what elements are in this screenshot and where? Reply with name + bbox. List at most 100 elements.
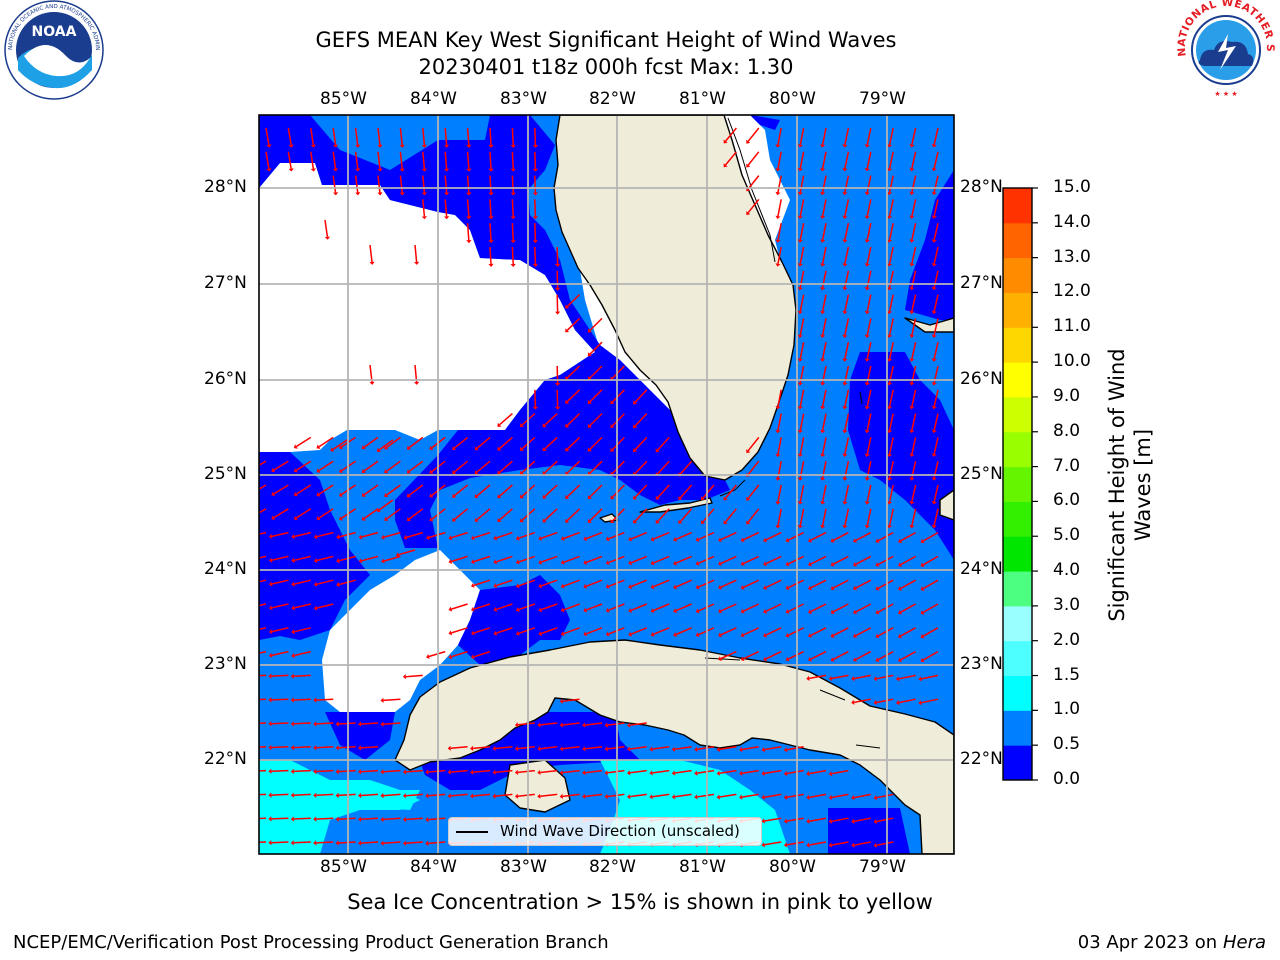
chart-subtitle: 20230401 t18z 000h fcst Max: 1.30	[418, 55, 794, 79]
wave-direction-arrowhead	[896, 700, 900, 706]
wave-direction-arrow	[444, 199, 448, 217]
wave-direction-arrow	[589, 436, 603, 450]
wave-direction-arrow	[799, 318, 805, 336]
wave-direction-arrowhead	[452, 446, 456, 451]
wave-direction-arrowhead	[316, 492, 321, 497]
wave-direction-arrowhead	[851, 676, 855, 682]
wave-direction-arrowhead	[355, 144, 361, 148]
wave-direction-arrowhead	[716, 794, 720, 800]
wave-direction-arrowhead	[808, 633, 812, 638]
wave-direction-arrow	[534, 246, 537, 265]
wave-direction-arrow	[360, 722, 379, 725]
wave-direction-arrowhead	[470, 793, 474, 799]
wave-direction-arrow	[378, 439, 394, 451]
wave-direction-arrowhead	[358, 792, 362, 799]
wave-direction-arrow	[271, 793, 289, 796]
lat-right-label: 26°N	[960, 369, 1003, 389]
wave-direction-arrow	[933, 508, 939, 526]
wave-direction-arrowhead	[381, 534, 385, 540]
wave-direction-arrow	[832, 531, 849, 542]
wave-direction-arrowhead	[402, 674, 406, 680]
wave-direction-arrowhead	[474, 493, 479, 498]
wave-direction-arrowhead	[633, 448, 637, 452]
wave-direction-arrow	[888, 223, 894, 240]
wave-direction-arrow	[720, 555, 737, 565]
wave-direction-arrowhead	[268, 721, 272, 727]
wave-direction-arrowhead	[358, 816, 362, 822]
wave-direction-arrowhead	[335, 792, 339, 798]
wave-direction-arrowhead	[797, 215, 803, 219]
wave-direction-arrow	[777, 127, 782, 145]
wave-direction-arrowhead	[335, 816, 339, 822]
wave-direction-arrowhead	[515, 607, 520, 612]
wave-direction-arrowhead	[384, 516, 389, 521]
wave-direction-arrowhead	[851, 842, 855, 848]
svg-text:★ ★ ★: ★ ★ ★	[1214, 90, 1237, 98]
wave-direction-arrowhead	[785, 537, 790, 543]
colorbar-block	[1003, 710, 1032, 746]
colorbar-block	[1003, 605, 1032, 642]
wave-direction-arrow	[799, 294, 805, 312]
wave-direction-arrowhead	[369, 261, 375, 265]
wave-direction-arrow	[877, 603, 894, 613]
wave-direction-arrowhead	[931, 263, 937, 267]
wave-direction-arrowhead	[797, 382, 803, 386]
wave-direction-arrow	[332, 151, 337, 169]
wave-direction-arrowhead	[497, 494, 502, 499]
wave-direction-arrowhead	[444, 144, 450, 148]
wave-direction-arrowhead	[820, 382, 826, 386]
wave-direction-arrowhead	[842, 358, 848, 362]
wave-direction-arrow	[398, 549, 416, 556]
wave-direction-arrowhead	[587, 447, 592, 452]
wave-direction-arrow	[844, 127, 850, 145]
wave-direction-arrowhead	[633, 495, 637, 500]
wave-direction-arrow	[294, 555, 311, 562]
wave-direction-arrowhead	[414, 381, 420, 385]
wave-direction-arrowhead	[493, 559, 498, 565]
land-keys	[639, 497, 713, 513]
wave-direction-arrow	[496, 555, 513, 563]
wave-direction-arrow	[799, 389, 805, 407]
wave-direction-arrowhead	[931, 501, 937, 505]
wave-direction-arrow	[265, 127, 270, 145]
wave-direction-arrow	[363, 508, 379, 520]
wave-direction-arrow	[674, 746, 692, 750]
wave-direction-arrowhead	[560, 607, 565, 613]
wave-direction-arrow	[324, 219, 329, 237]
wave-direction-arrow	[259, 817, 267, 820]
wave-direction-arrowhead	[291, 653, 295, 659]
wave-direction-arrow	[922, 627, 939, 637]
wave-direction-arrow	[405, 793, 423, 797]
wave-direction-arrow	[318, 508, 334, 519]
wave-direction-arrowhead	[761, 818, 765, 824]
colorbar-tick-label: 9.0	[1053, 385, 1081, 406]
wave-direction-arrow	[607, 722, 625, 726]
wave-direction-arrowhead	[828, 771, 833, 777]
wave-direction-arrow	[747, 508, 760, 523]
wave-direction-arrow	[363, 436, 379, 448]
wave-direction-arrow	[832, 555, 849, 565]
wave-direction-arrow	[799, 342, 805, 360]
wave-direction-arrowhead	[775, 453, 781, 457]
wave-direction-arrowhead	[268, 697, 272, 703]
wave-direction-arrow	[360, 769, 379, 773]
wave-direction-arrowhead	[587, 495, 592, 500]
wave-direction-arrow	[810, 650, 827, 660]
wave-direction-arrow	[453, 436, 469, 449]
wave-direction-arrow	[809, 841, 827, 846]
wave-direction-arrowhead	[828, 794, 833, 800]
wave-direction-arrow	[922, 579, 939, 590]
wave-direction-arrowhead	[695, 608, 700, 614]
wave-direction-arrow	[466, 151, 470, 169]
wave-direction-arrowhead	[931, 286, 937, 291]
wave-direction-arrow	[540, 603, 558, 611]
wave-direction-arrow	[540, 722, 558, 726]
wave-direction-arrow	[318, 484, 334, 495]
wave-direction-arrow	[821, 246, 827, 264]
wave-direction-arrowhead	[701, 520, 705, 524]
wave-direction-arrowhead	[694, 770, 698, 776]
wave-direction-arrowhead	[565, 518, 570, 523]
colorbar-block	[1003, 675, 1032, 711]
wave-direction-arrow	[405, 769, 423, 773]
wave-direction-arrowhead	[775, 239, 781, 243]
